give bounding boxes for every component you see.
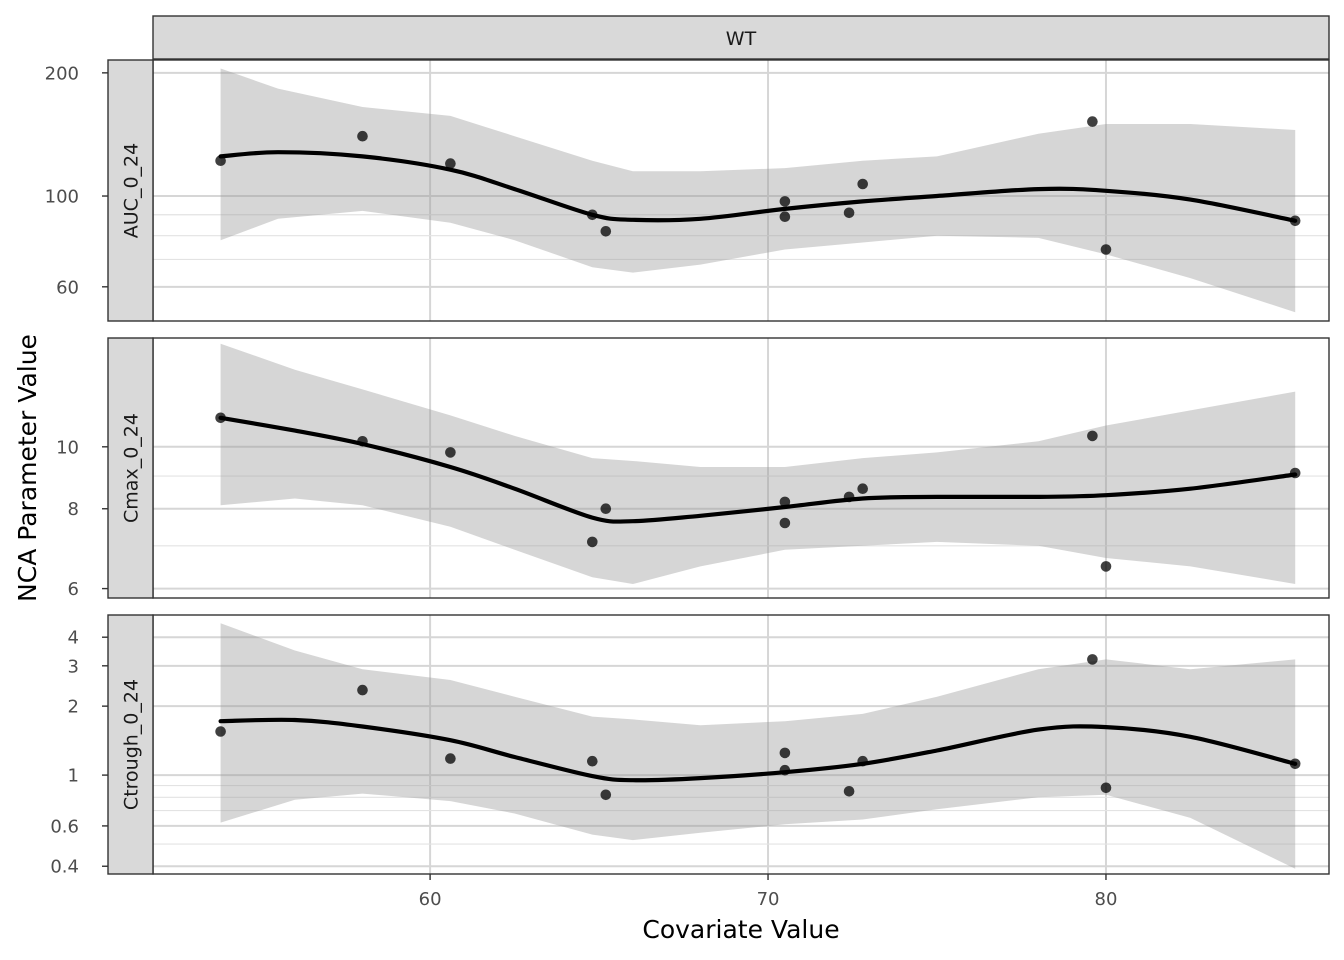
data-point bbox=[445, 753, 456, 764]
data-point bbox=[357, 684, 368, 696]
x-tick-label: 60 bbox=[419, 889, 442, 910]
row-strip: AUC_0_24 bbox=[107, 59, 154, 322]
x-tick-label: 70 bbox=[757, 889, 780, 910]
data-point bbox=[1100, 561, 1112, 572]
y-tick-label: 200 bbox=[45, 63, 79, 84]
column-strip-label: WT bbox=[726, 28, 757, 50]
y-tick-label: 3 bbox=[68, 656, 79, 677]
panels-layer: AUC_0_24 60 100 200 Cmax_0_24 6 8 10 Ctrough_0_2… bbox=[45, 59, 1330, 878]
data-point bbox=[445, 447, 456, 458]
data-point bbox=[779, 211, 791, 222]
data-point bbox=[357, 130, 368, 142]
smooth-trend-line bbox=[218, 717, 1298, 783]
panel-background bbox=[153, 60, 1329, 321]
row-strip-label: Cmax_0_24 bbox=[121, 413, 143, 523]
data-point bbox=[1087, 654, 1098, 665]
data-point bbox=[779, 196, 791, 207]
y-tick-label: 60 bbox=[56, 277, 79, 298]
y-tick-label: 8 bbox=[68, 499, 79, 520]
y-tick-label: 0.4 bbox=[50, 857, 79, 878]
panel-background bbox=[153, 338, 1329, 598]
data-point bbox=[600, 789, 612, 801]
y-axis-Cmax_0_24: 6 8 10 bbox=[56, 437, 108, 600]
data-point bbox=[779, 496, 791, 508]
data-point bbox=[587, 536, 598, 548]
y-tick-label: 1 bbox=[68, 766, 79, 787]
smooth-trend-line bbox=[218, 415, 1298, 524]
data-point bbox=[1087, 430, 1098, 442]
panel-grid bbox=[153, 338, 1329, 598]
data-point bbox=[843, 786, 855, 797]
y-axis-title: NCA Parameter Value bbox=[13, 334, 42, 602]
data-point bbox=[587, 755, 598, 767]
data-point bbox=[857, 178, 868, 190]
y-axis-AUC_0_24: 60 100 200 bbox=[45, 63, 108, 298]
x-tick-label: 80 bbox=[1095, 889, 1118, 910]
x-axis: 60 70 80 bbox=[419, 874, 1118, 910]
y-tick-label: 6 bbox=[68, 579, 79, 600]
y-tick-label: 0.6 bbox=[50, 816, 79, 837]
panel-Ctrough_0_24: Ctrough_0_24 0.4 0.6 1 2 3 4 bbox=[50, 614, 1330, 878]
data-point bbox=[445, 158, 456, 169]
column-strip: WT bbox=[152, 15, 1330, 60]
panel-background bbox=[153, 615, 1329, 874]
y-tick-label: 10 bbox=[56, 437, 79, 458]
confidence-ribbon bbox=[220, 68, 1296, 313]
data-point bbox=[600, 226, 612, 237]
data-point bbox=[857, 483, 868, 495]
row-strip-label: Ctrough_0_24 bbox=[121, 679, 143, 810]
y-tick-label: 100 bbox=[45, 187, 79, 208]
data-point bbox=[1087, 116, 1098, 127]
row-strip: Ctrough_0_24 bbox=[107, 614, 154, 875]
data-point bbox=[779, 517, 791, 529]
data-point bbox=[779, 747, 791, 759]
data-point bbox=[215, 726, 226, 737]
x-axis-title: Covariate Value bbox=[642, 915, 839, 944]
data-point bbox=[1100, 782, 1112, 794]
data-point bbox=[600, 503, 612, 514]
y-tick-label: 2 bbox=[68, 697, 79, 718]
panel-Cmax_0_24: Cmax_0_24 6 8 10 bbox=[56, 337, 1330, 600]
y-tick-label: 4 bbox=[68, 628, 79, 649]
data-point bbox=[843, 207, 855, 219]
data-point bbox=[1100, 244, 1112, 255]
row-strip: Cmax_0_24 bbox=[107, 337, 154, 599]
smooth-trend-line bbox=[218, 150, 1298, 223]
confidence-ribbon bbox=[220, 343, 1296, 584]
y-axis-Ctrough_0_24: 0.4 0.6 1 2 3 4 bbox=[50, 628, 108, 878]
confidence-ribbon bbox=[220, 623, 1296, 869]
row-strip-label: AUC_0_24 bbox=[121, 143, 143, 238]
panel-AUC_0_24: AUC_0_24 60 100 200 bbox=[45, 59, 1330, 322]
